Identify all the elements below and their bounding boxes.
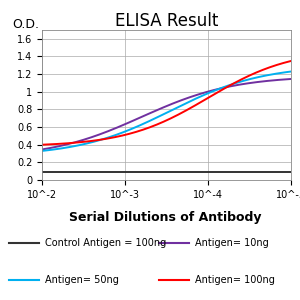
Antigen= 10ng bbox=[40, 148, 44, 151]
Antigen= 50ng bbox=[220, 86, 224, 90]
Antigen= 50ng bbox=[197, 96, 200, 99]
Antigen= 50ng bbox=[70, 145, 74, 148]
Text: Antigen= 50ng: Antigen= 50ng bbox=[45, 275, 119, 285]
Text: Antigen= 10ng: Antigen= 10ng bbox=[195, 238, 269, 248]
Antigen= 100ng bbox=[121, 134, 125, 137]
Antigen= 10ng bbox=[121, 123, 125, 127]
Line: Antigen= 10ng: Antigen= 10ng bbox=[42, 79, 291, 149]
Antigen= 50ng bbox=[289, 70, 293, 73]
Antigen= 10ng bbox=[221, 86, 225, 90]
Text: Control Antigen = 100ng: Control Antigen = 100ng bbox=[45, 238, 166, 248]
Antigen= 50ng bbox=[40, 149, 44, 153]
Antigen= 100ng bbox=[221, 88, 225, 91]
Title: ELISA Result: ELISA Result bbox=[115, 12, 218, 30]
Antigen= 100ng bbox=[197, 102, 200, 105]
Control Antigen = 100ng bbox=[221, 170, 225, 173]
Text: Antigen= 100ng: Antigen= 100ng bbox=[195, 275, 275, 285]
Antigen= 100ng bbox=[40, 143, 44, 146]
Antigen= 10ng bbox=[70, 141, 74, 145]
Control Antigen = 100ng bbox=[70, 170, 74, 173]
Line: Antigen= 50ng: Antigen= 50ng bbox=[42, 71, 291, 151]
Antigen= 10ng bbox=[220, 86, 224, 90]
Control Antigen = 100ng bbox=[197, 170, 200, 173]
Antigen= 100ng bbox=[289, 59, 293, 63]
Control Antigen = 100ng bbox=[220, 170, 224, 173]
Antigen= 100ng bbox=[70, 141, 74, 145]
Antigen= 50ng bbox=[121, 130, 125, 134]
Antigen= 10ng bbox=[197, 92, 200, 96]
Line: Antigen= 100ng: Antigen= 100ng bbox=[42, 61, 291, 145]
Antigen= 50ng bbox=[221, 85, 225, 89]
Antigen= 10ng bbox=[289, 77, 293, 81]
Antigen= 50ng bbox=[139, 123, 142, 127]
Control Antigen = 100ng bbox=[40, 170, 44, 173]
Control Antigen = 100ng bbox=[139, 170, 142, 173]
Text: Serial Dilutions of Antibody: Serial Dilutions of Antibody bbox=[69, 212, 261, 224]
Control Antigen = 100ng bbox=[289, 170, 293, 173]
Control Antigen = 100ng bbox=[121, 170, 125, 173]
Antigen= 10ng bbox=[139, 116, 142, 119]
Antigen= 100ng bbox=[139, 129, 142, 132]
Antigen= 100ng bbox=[220, 88, 224, 92]
Text: O.D.: O.D. bbox=[12, 18, 39, 31]
